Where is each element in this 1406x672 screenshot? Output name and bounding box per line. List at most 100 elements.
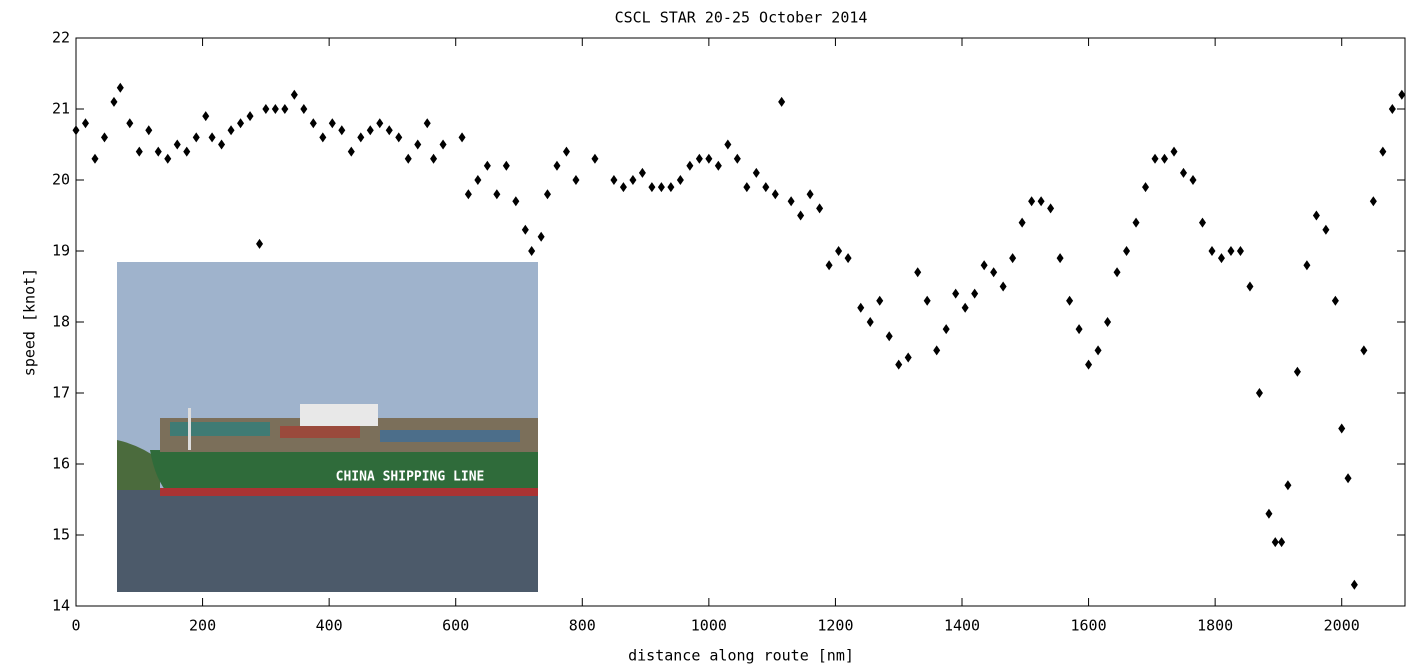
data-point [1075,324,1083,335]
data-point [771,189,779,200]
data-point [885,331,893,342]
data-point [145,125,153,136]
y-axis-label: speed [knot] [21,268,39,376]
data-point [218,139,226,150]
data-point [1056,253,1064,264]
data-point [933,345,941,356]
y-tick-label: 15 [52,526,70,544]
data-point [835,246,843,256]
data-point [980,260,988,271]
data-point [1189,175,1197,185]
data-point [173,139,181,150]
data-point [366,125,374,136]
data-point [237,118,245,129]
data-point [385,125,393,136]
data-point [1227,246,1235,256]
data-point [300,104,308,114]
data-point [676,175,684,185]
data-point [1161,153,1169,164]
x-tick-label: 0 [71,617,80,635]
ship-photo: CHINA SHIPPING LINE [117,262,538,592]
data-point [528,246,536,256]
data-point [154,146,162,157]
data-point [72,125,80,136]
data-point [657,182,665,193]
data-point [1379,146,1387,157]
x-tick-label: 1400 [944,617,980,635]
x-tick-label: 200 [189,617,216,635]
data-point [686,160,694,171]
data-point [493,189,501,200]
x-tick-label: 800 [569,617,596,635]
data-point [338,125,346,136]
data-point [1312,210,1320,221]
data-point [100,132,108,143]
data-point [714,160,722,171]
data-point [1085,359,1093,370]
data-point [553,160,561,171]
data-point [537,231,545,242]
x-tick-label: 600 [442,617,469,635]
data-point [464,189,472,200]
data-point [705,153,713,164]
data-point [648,182,656,193]
data-point [1142,182,1150,193]
data-point [474,175,482,185]
data-point [81,118,89,129]
data-point [904,352,912,363]
data-point [1360,345,1368,356]
data-point [483,160,491,171]
data-point [423,118,431,129]
data-point [762,182,770,193]
data-point [164,153,172,164]
data-point [430,153,438,164]
data-point [1265,508,1273,519]
y-tick-label: 19 [52,242,70,260]
data-point [619,182,627,193]
data-point [192,132,200,143]
data-point [347,146,355,157]
data-point [1028,196,1036,207]
data-point [1338,423,1346,434]
y-tick-label: 22 [52,29,70,47]
data-point [667,182,675,193]
data-point [262,104,270,114]
data-point [638,167,646,178]
data-point [328,118,336,129]
data-point [256,238,264,249]
data-point [290,89,298,100]
data-point [1009,253,1017,264]
y-tick-label: 16 [52,455,70,473]
data-point [572,175,580,185]
data-point [116,82,124,93]
ship-text: CHINA SHIPPING LINE [336,470,485,485]
data-point [752,167,760,178]
data-point [1303,260,1311,271]
data-point [208,132,216,143]
data-point [404,153,412,164]
data-point [376,118,384,129]
data-point [281,104,289,114]
data-point [825,260,833,271]
data-point [1037,196,1045,207]
data-point [971,288,979,299]
data-point [1170,146,1178,157]
data-point [733,153,741,164]
data-point [806,189,814,200]
data-point [816,203,824,214]
data-point [610,175,618,185]
data-point [787,196,795,207]
data-point [724,139,732,150]
y-tick-label: 20 [52,171,70,189]
data-point [1255,388,1263,398]
data-point [942,324,950,335]
chart-title: CSCL STAR 20-25 October 2014 [615,9,868,27]
data-point [183,146,191,157]
data-point [512,196,520,207]
data-point [135,146,143,157]
data-point [1322,224,1330,235]
data-point [895,359,903,370]
data-point [1388,104,1396,114]
data-point [1047,203,1055,214]
data-point [990,267,998,278]
